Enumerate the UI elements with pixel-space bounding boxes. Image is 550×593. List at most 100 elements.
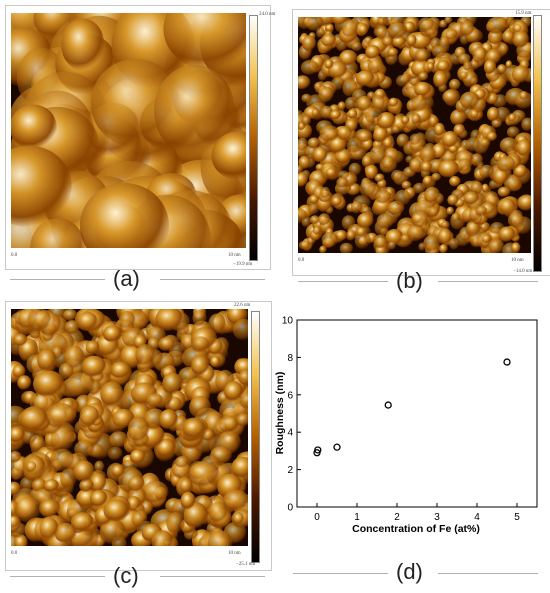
colorbar-max-b: 15.9 nm	[515, 11, 532, 16]
afm-grain	[175, 455, 190, 469]
afm-grain	[81, 355, 107, 379]
afm-grain	[146, 393, 164, 408]
afm-grain	[100, 381, 124, 407]
afm-grain	[324, 59, 334, 70]
afm-grain	[64, 320, 80, 335]
afm-grain	[459, 71, 469, 80]
afm-grain	[166, 512, 186, 535]
afm-grain	[409, 133, 421, 146]
panel-c: 22.6 nm −25.1 nm 0.0 10 nm (c)	[0, 296, 275, 593]
afm-grain	[497, 186, 511, 198]
afm-grain	[497, 155, 516, 173]
afm-grain	[162, 372, 184, 395]
afm-grain	[413, 182, 426, 194]
afm-grain	[319, 125, 340, 143]
afm-grain	[507, 212, 525, 229]
afm-grain	[11, 145, 72, 228]
afm-grain	[127, 416, 150, 443]
afm-grain	[43, 479, 60, 493]
afm-grain	[373, 125, 388, 143]
x-axis-ticks: 0 1 2 3 4 5	[314, 503, 520, 523]
caption-rule-left-a	[10, 279, 105, 280]
y-tick-label: 6	[287, 390, 293, 401]
afm-grain	[30, 218, 86, 248]
afm-grain	[359, 24, 368, 36]
afm-grain	[143, 408, 167, 431]
afm-grain	[135, 344, 156, 367]
afm-grain	[420, 161, 432, 173]
afm-grain	[439, 36, 450, 48]
panel-b: 15.9 nm −14.0 nm 0.0 10 nm (b)	[275, 0, 550, 296]
afm-grain	[500, 198, 516, 216]
afm-grain	[192, 310, 207, 327]
afm-grain	[415, 48, 431, 62]
afm-grain	[159, 409, 178, 430]
afm-grain	[65, 372, 96, 398]
afm-grain	[12, 364, 26, 379]
afm-grain	[112, 408, 135, 429]
afm-grain	[341, 215, 356, 231]
afm-grain	[223, 489, 248, 512]
afm-grain	[488, 238, 505, 253]
afm-topography-b	[298, 17, 531, 253]
afm-grain	[391, 125, 400, 134]
axis-end-c: 10 nm	[228, 551, 241, 556]
afm-grain	[457, 158, 472, 172]
afm-grain	[339, 242, 354, 253]
axis-end-b: 10 nm	[511, 258, 524, 263]
afm-grain	[298, 172, 308, 188]
data-point	[314, 446, 322, 454]
afm-grain	[189, 461, 220, 488]
afm-grain	[357, 130, 372, 143]
afm-grain	[191, 336, 210, 354]
afm-grain	[361, 155, 373, 168]
afm-grain	[111, 464, 125, 478]
afm-grain	[356, 95, 372, 112]
data-point	[503, 358, 511, 366]
afm-frame-a: 24.0 nm −19.9 nm 0.0 10 nm	[5, 5, 275, 270]
afm-grain	[400, 234, 411, 243]
afm-image-a	[11, 13, 246, 248]
data-points	[313, 358, 511, 457]
afm-grain	[307, 137, 321, 149]
afm-grain	[300, 59, 319, 76]
x-tick-label: 0	[314, 512, 320, 523]
afm-grain	[351, 41, 363, 52]
afm-grain	[39, 498, 61, 519]
afm-grain	[356, 227, 367, 238]
afm-grain	[396, 133, 410, 148]
afm-grain	[90, 473, 107, 494]
afm-grain	[375, 189, 392, 205]
x-tick-label: 2	[394, 512, 400, 523]
afm-grain	[519, 90, 529, 101]
afm-grain	[73, 460, 95, 483]
afm-grain	[442, 89, 459, 104]
afm-grain	[337, 101, 346, 111]
afm-grain	[325, 167, 337, 178]
afm-grain	[374, 234, 388, 249]
afm-grain	[155, 309, 184, 332]
axis-origin-c: 0.0	[11, 551, 18, 556]
afm-grain	[341, 19, 359, 38]
afm-grain	[183, 418, 206, 439]
afm-grain	[371, 95, 386, 112]
panel-label-a: (a)	[113, 266, 140, 292]
afm-grain	[465, 137, 481, 152]
afm-grain	[11, 426, 25, 443]
afm-grain	[128, 475, 145, 492]
colorbar-a	[249, 15, 258, 261]
afm-grain	[298, 75, 311, 90]
afm-grain	[431, 172, 442, 182]
afm-grain	[438, 228, 453, 246]
caption-rule-right-c	[160, 576, 265, 577]
panel-label-b: (b)	[396, 268, 423, 294]
afm-grain	[79, 479, 94, 493]
afm-grain	[449, 78, 461, 91]
afm-grain	[486, 131, 498, 142]
afm-grain	[444, 17, 453, 25]
afm-grain	[482, 234, 492, 244]
afm-grain	[382, 155, 395, 170]
afm-grain	[339, 49, 358, 67]
afm-grain	[483, 59, 497, 75]
plot-frame	[296, 319, 538, 508]
